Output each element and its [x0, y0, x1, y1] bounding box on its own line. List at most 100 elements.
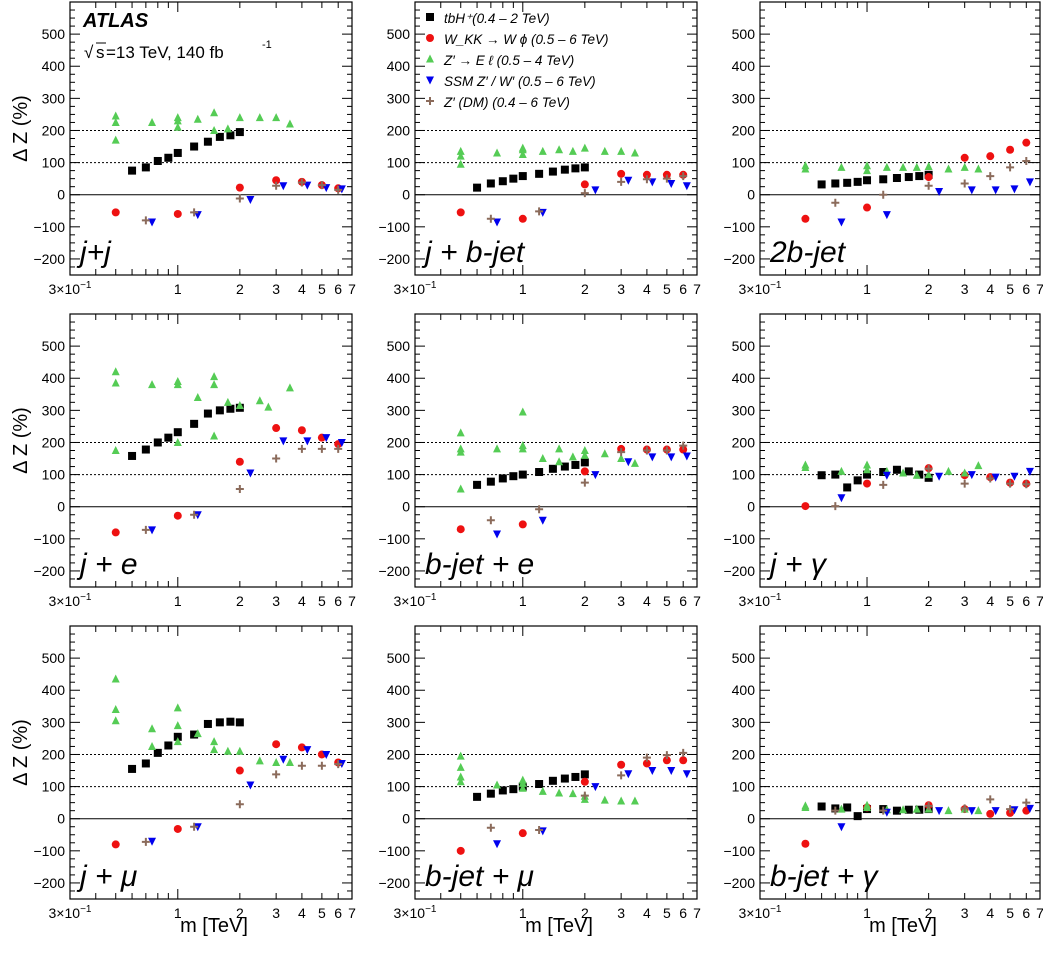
x-tick-label: 7: [1036, 905, 1043, 921]
y-tick-label: 500: [732, 338, 756, 354]
data-point-triangle-up-marker: [568, 452, 577, 461]
data-point-square-marker: [141, 759, 150, 768]
data-point-square-marker: [203, 137, 212, 146]
data-point-plus-marker: [535, 207, 544, 216]
data-point-triangle-up-marker: [456, 146, 465, 155]
data-point-plus-marker: [334, 185, 343, 194]
data-point-triangle-down-marker: [682, 182, 691, 191]
data-point-triangle-up-marker: [173, 116, 182, 125]
data-point-triangle-down-marker: [1025, 467, 1034, 476]
data-point-triangle-up-marker: [456, 772, 465, 781]
data-point-triangle-up-marker: [617, 454, 626, 463]
data-point-plus-marker: [617, 177, 626, 186]
x-tick-label: 3: [961, 593, 969, 609]
data-point-circle-marker: [1022, 138, 1031, 147]
x-tick-label: 3: [272, 905, 280, 921]
data-point-triangle-down-marker: [148, 837, 157, 846]
y-axis-title: Δ Z (%): [10, 407, 32, 474]
data-point-circle-marker: [642, 170, 651, 179]
data-point-square-marker: [560, 462, 569, 471]
plot-frame: [69, 313, 353, 588]
panel-label: b-jet + γ: [770, 860, 880, 893]
data-point-plus-marker: [141, 525, 150, 534]
x-tick-label: 2: [925, 281, 933, 297]
y-tick-label: 500: [732, 650, 756, 666]
data-point-triangle-up-marker: [210, 372, 219, 381]
x-tick-label: 6: [679, 905, 687, 921]
data-point-triangle-up-marker: [600, 146, 609, 155]
data-point-circle-marker: [111, 208, 120, 217]
data-point-square-marker: [173, 732, 182, 741]
data-point-triangle-down-marker: [967, 807, 976, 816]
x-tick-label: 5: [318, 593, 326, 609]
data-point-square-marker: [853, 812, 862, 821]
data-point-triangle-up-marker: [863, 460, 872, 469]
x-tick-label: 1: [174, 905, 182, 921]
data-point-triangle-down-marker: [967, 471, 976, 480]
data-point-triangle-up-marker: [837, 804, 846, 813]
legend: tbH⁺(0.4 – 2 TeV) W_KK → W ϕ (0.5 – 6 TeV…: [426, 11, 609, 110]
y-tick-label: 0: [57, 811, 65, 827]
data-point-triangle-up-marker: [924, 470, 933, 479]
panel-5: −200 −100 0 100 200 300 400 500 3×10−1 1 2 3 4 5 6 7 b-j…: [378, 313, 701, 609]
data-point-circle-marker: [580, 180, 589, 189]
data-point-circle-marker: [173, 511, 182, 520]
data-point-triangle-up-marker: [456, 751, 465, 760]
y-tick-label: −200: [723, 251, 755, 267]
panel-2: −200 −100 0 100 200 300 400 500 3×10−1 1 2 3 4 5 6 7 j +…: [378, 1, 701, 297]
y-tick-label: 0: [57, 187, 65, 203]
data-point-square-marker: [548, 464, 557, 473]
data-point-triangle-up-marker: [272, 113, 281, 122]
data-point-plus-marker: [317, 444, 326, 453]
data-point-triangle-down-marker: [882, 471, 891, 480]
data-point-triangle-up-marker: [456, 777, 465, 786]
data-point-circle-marker: [642, 759, 651, 768]
data-point-plus-marker: [986, 474, 995, 483]
x-tick-label: 4: [643, 593, 651, 609]
data-point-plus-marker: [235, 194, 244, 203]
data-point-square-marker: [226, 131, 235, 140]
data-point-triangle-up-marker: [837, 162, 846, 171]
y-tick-label: 100: [42, 779, 66, 795]
data-point-square-marker: [190, 730, 199, 739]
data-point-triangle-up-marker: [255, 756, 264, 765]
lumi-exponent: -1: [262, 39, 272, 51]
data-point-triangle-up-marker: [285, 758, 294, 766]
y-tick-label: 0: [747, 811, 755, 827]
data-point-triangle-up-marker: [493, 780, 502, 789]
y-tick-label: 200: [732, 434, 756, 450]
data-point-triangle-up-marker: [210, 737, 219, 746]
data-point-triangle-up-marker: [555, 788, 564, 797]
data-point-triangle-up-marker: [555, 145, 564, 154]
data-point-plus-marker: [1006, 479, 1015, 488]
data-point-circle-marker: [235, 766, 244, 775]
data-point-square-marker: [498, 474, 507, 483]
data-point-triangle-up-marker: [863, 802, 872, 811]
y-tick-label: −100: [723, 531, 755, 547]
data-point-square-marker: [203, 409, 212, 418]
data-point-plus-marker: [297, 178, 306, 187]
data-point-circle-marker: [986, 152, 995, 161]
data-point-square-marker: [509, 472, 518, 481]
y-tick-label: 100: [387, 779, 411, 795]
data-point-triangle-down-marker: [624, 458, 633, 467]
data-point-triangle-up-marker: [223, 746, 232, 755]
y-tick-label: −200: [378, 563, 410, 579]
panel-7: −200 −100 0 100 200 300 400 500 3×10−1 1 2 3 4 5 6 7 j +…: [33, 625, 356, 921]
data-point-triangle-down-marker: [882, 211, 891, 220]
data-point-triangle-down-marker: [1025, 178, 1034, 187]
data-point-triangle-up-marker: [882, 162, 891, 171]
panel-label: j + μ: [76, 860, 137, 893]
data-point-triangle-up-marker: [456, 447, 465, 456]
data-point-triangle-up-marker: [960, 468, 969, 477]
plot-frame: [414, 625, 698, 900]
data-point-triangle-up-marker: [580, 446, 589, 454]
panel-6: −200 −100 0 100 200 300 400 500 3×10−1 1 2 3 4 5 6 7 j +…: [723, 313, 1043, 609]
data-point-plus-marker: [235, 800, 244, 809]
data-point-plus-marker: [924, 801, 933, 810]
data-point-circle-marker: [297, 426, 306, 435]
data-point-square-marker: [164, 741, 173, 750]
x-tick-label: 4: [643, 905, 651, 921]
data-point-square-marker: [571, 164, 580, 173]
legend-label: tbH⁺(0.4 – 2 TeV): [444, 11, 550, 26]
